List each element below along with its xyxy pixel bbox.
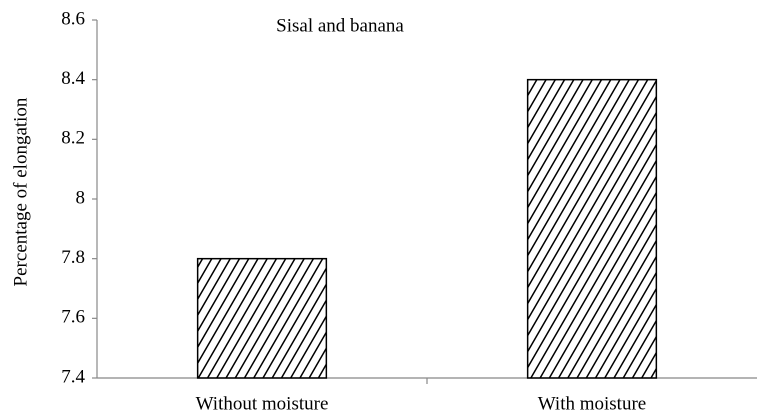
y-tick-label: 8.6 [61, 8, 85, 29]
y-axis-label: Percentage of elongation [10, 97, 31, 286]
y-tick-label: 8 [76, 187, 86, 208]
y-tick-label: 7.8 [61, 247, 85, 268]
y-tick-label: 8.2 [61, 128, 85, 149]
chart-title: Sisal and banana [276, 15, 404, 36]
x-tick-label: Without moisture [196, 393, 329, 414]
y-tick-label: 7.4 [61, 366, 85, 387]
bar [196, 257, 328, 379]
bar [526, 78, 658, 379]
y-tick-label: 8.4 [61, 68, 85, 89]
y-tick-label: 7.6 [61, 307, 85, 328]
x-tick-label: With moisture [538, 393, 646, 414]
